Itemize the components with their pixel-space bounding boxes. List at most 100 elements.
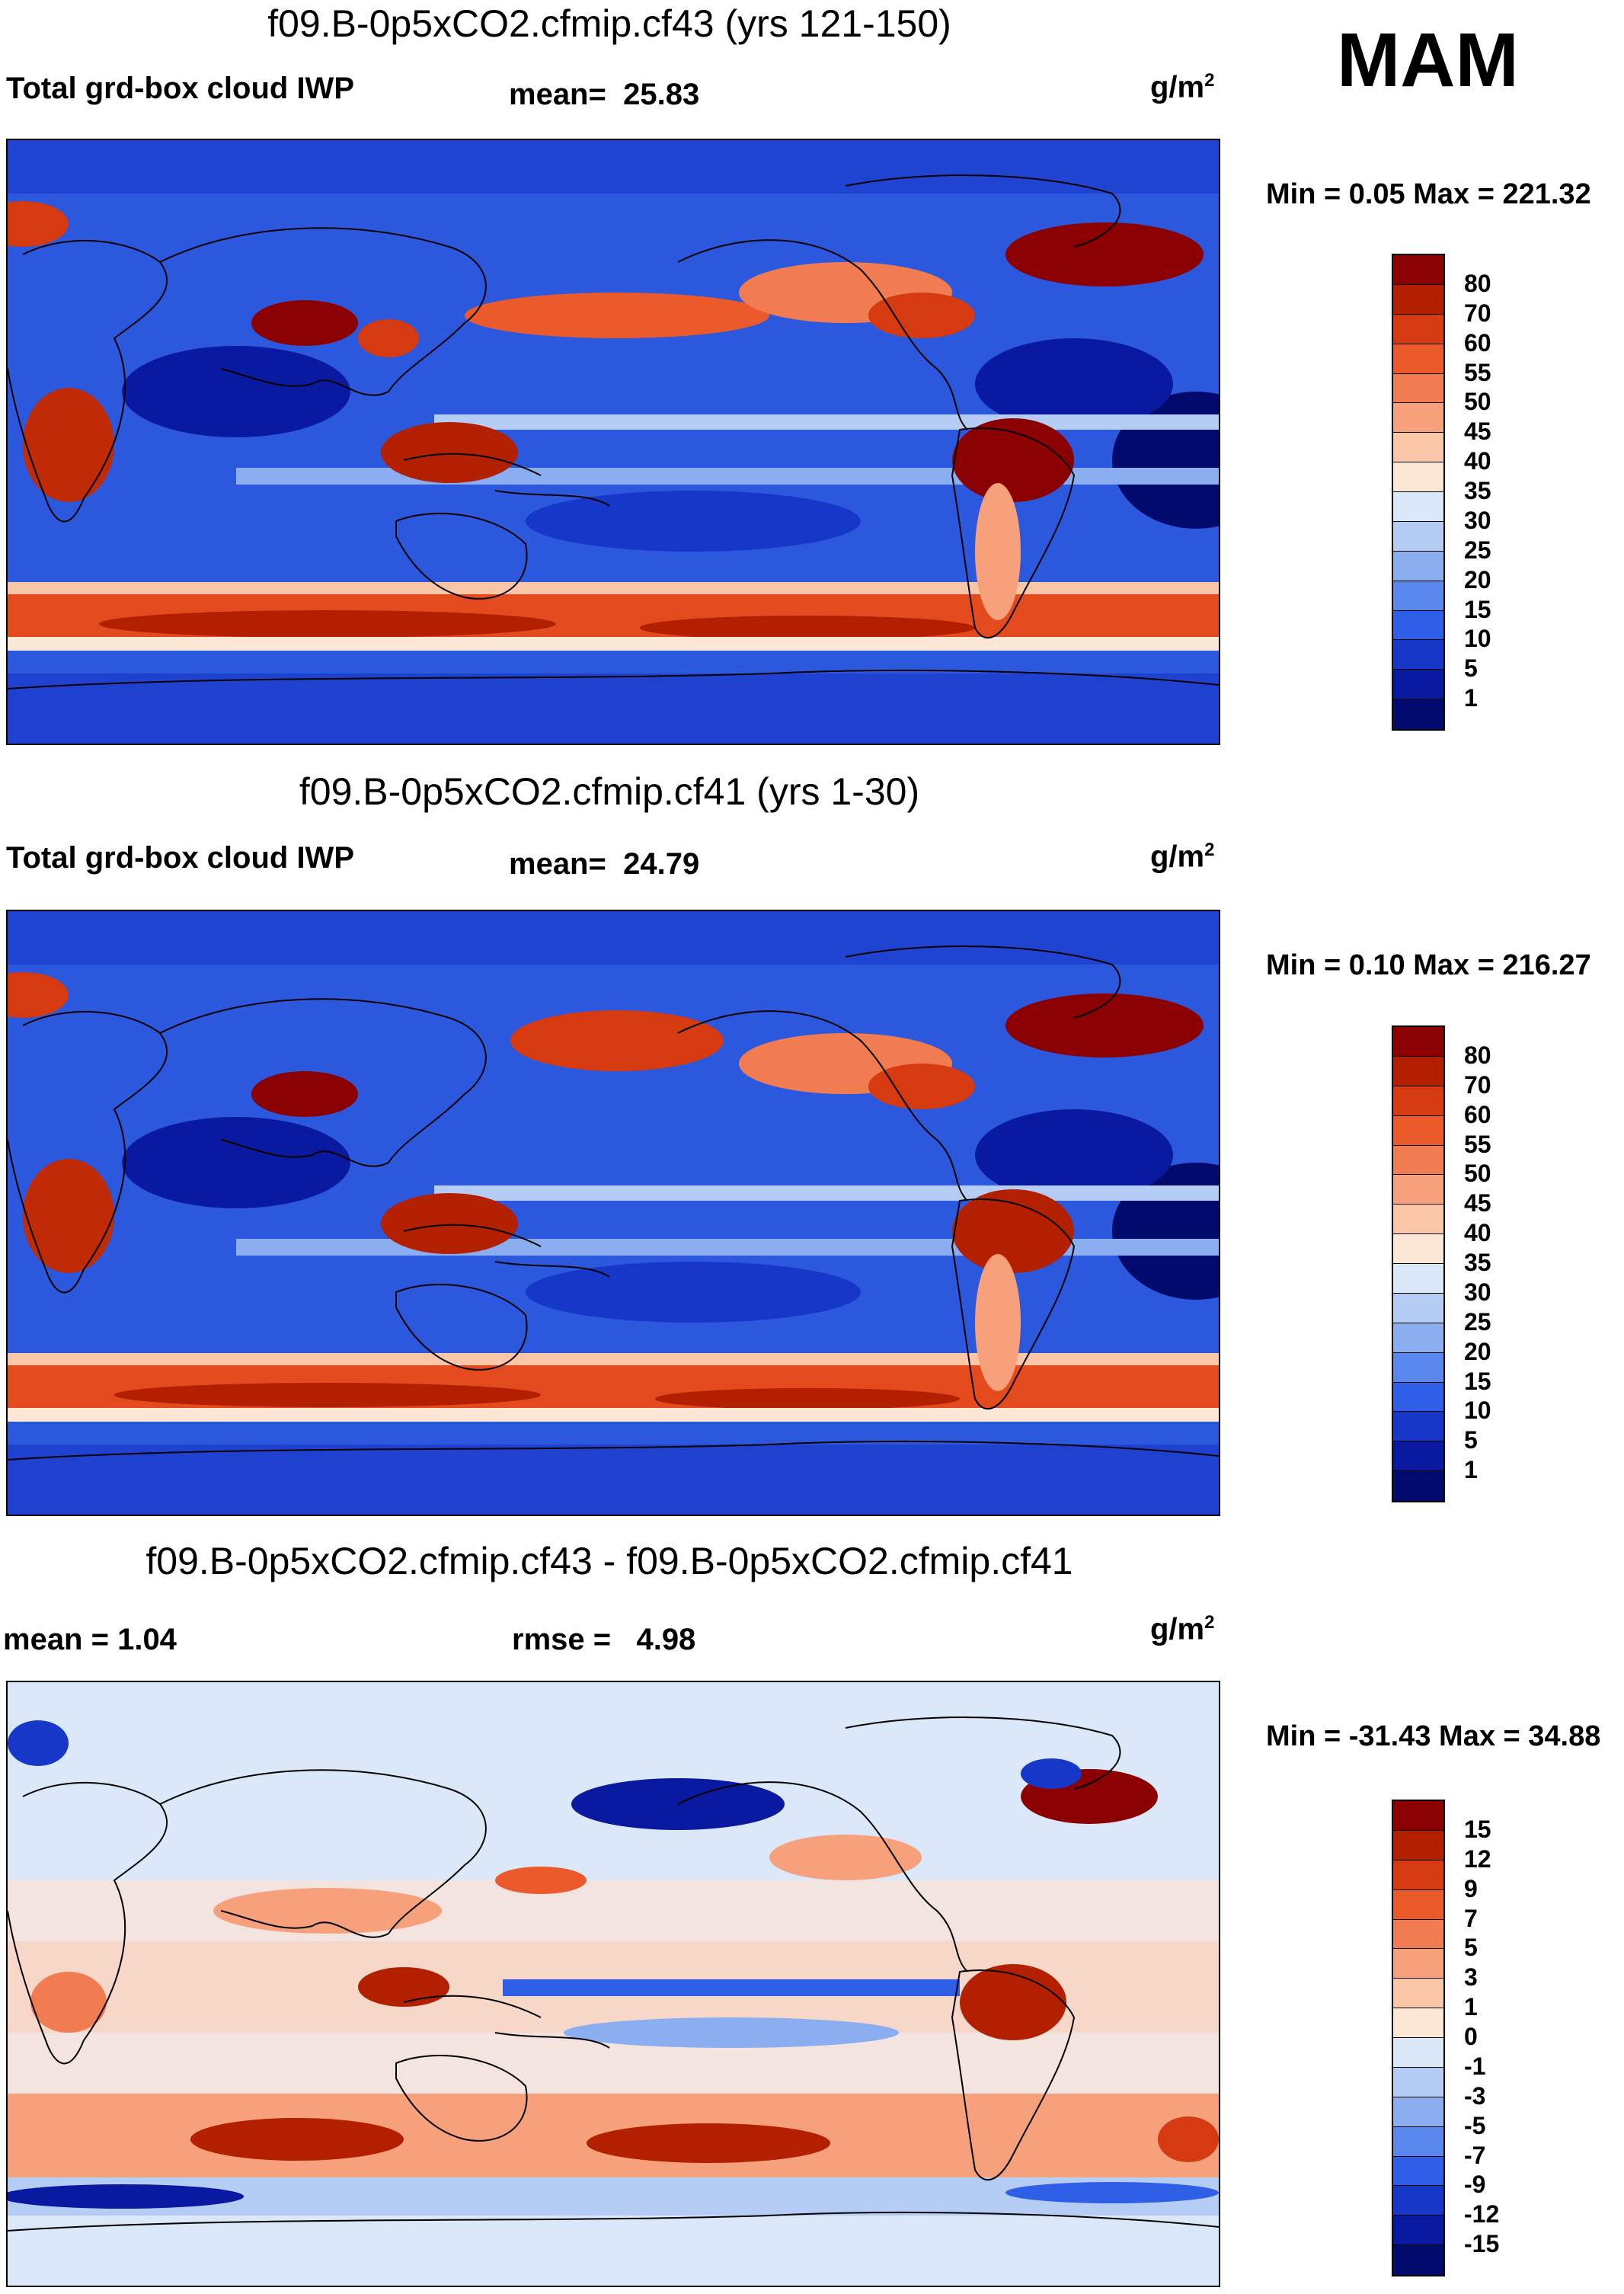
panel2-title: f09.B-0p5xCO2.cfmip.cf41 (yrs 1-30) (299, 770, 920, 813)
colorbar-label: 10 (1464, 1397, 1491, 1425)
colorbar-swatch (1393, 1027, 1443, 1057)
colorbar-label: 20 (1464, 565, 1491, 593)
panel2-stat-value: 24.79 (623, 847, 700, 881)
panel2-field-label: Total grd-box cloud IWP (6, 841, 354, 875)
colorbar-swatch (1393, 2067, 1443, 2097)
colorbar-swatch (1393, 433, 1443, 463)
panel2-stat-label: mean= (509, 847, 606, 881)
colorbar-label: 15 (1464, 1815, 1491, 1843)
panel3-stat-label: rmse = (512, 1623, 612, 1656)
colorbar-swatch (1393, 1205, 1443, 1235)
colorbar-label: 0 (1464, 2023, 1478, 2050)
colorbar-label: -1 (1464, 2052, 1486, 2080)
colorbar-swatch (1393, 2156, 1443, 2187)
colorbar-swatch (1393, 1145, 1443, 1176)
colorbar-label: 12 (1464, 1844, 1491, 1873)
colorbar-swatch (1393, 373, 1443, 404)
colorbar-label: 40 (1464, 447, 1491, 475)
colorbar-label: 7 (1464, 1904, 1478, 1932)
colorbar-swatch (1393, 314, 1443, 344)
colorbar-label: 45 (1464, 418, 1491, 446)
colorbar-swatch (1393, 1441, 1443, 1472)
colorbar-label: -15 (1464, 2230, 1500, 2258)
colorbar-swatch (1393, 492, 1443, 522)
colorbar-label: -7 (1464, 2141, 1486, 2169)
colorbar-label: -5 (1464, 2111, 1486, 2139)
colorbar-swatch (1393, 1352, 1443, 1383)
colorbar-label: 60 (1464, 1100, 1491, 1128)
colorbar-swatch (1393, 2038, 1443, 2068)
colorbar-swatch (1393, 255, 1443, 285)
colorbar-swatch (1393, 1115, 1443, 1146)
colorbar-label: 80 (1464, 269, 1491, 297)
colorbar-label: 1 (1464, 1456, 1478, 1484)
colorbar-swatch (1393, 1382, 1443, 1413)
panel2-units: g/m2 (1150, 840, 1215, 874)
season-label: MAM (1337, 18, 1519, 103)
colorbar-swatch (1393, 1323, 1443, 1353)
colorbar-label: 40 (1464, 1219, 1491, 1247)
panel3-map (6, 1681, 1220, 2287)
colorbar-swatch (1393, 1264, 1443, 1294)
panel1-units: g/m2 (1150, 70, 1215, 104)
colorbar-swatch (1393, 1919, 1443, 1950)
colorbar-label: 5 (1464, 654, 1478, 683)
colorbar-label: 15 (1464, 595, 1491, 623)
panel1-title: f09.B-0p5xCO2.cfmip.cf43 (yrs 121-150) (267, 2, 951, 45)
panel2-stat: mean= 24.79 (509, 847, 699, 881)
panel3-mean: mean = 1.04 (3, 1623, 177, 1656)
colorbar-swatch (1393, 1801, 1443, 1831)
colorbar-label: 50 (1464, 388, 1491, 416)
panel1-minmax: Min = 0.05 Max = 221.32 (1266, 178, 1591, 210)
colorbar-label: 15 (1464, 1367, 1491, 1395)
colorbar-swatch (1393, 521, 1443, 552)
panel1-stat-label: mean= (509, 78, 606, 111)
colorbar-swatch (1393, 2216, 1443, 2246)
colorbar-swatch (1393, 2097, 1443, 2127)
colorbar-label: 5 (1464, 1934, 1478, 1962)
colorbar-swatch (1393, 670, 1443, 700)
colorbar-label: 35 (1464, 477, 1491, 504)
colorbar-label: 60 (1464, 328, 1491, 357)
panel3-stat: rmse = 4.98 (512, 1623, 695, 1657)
colorbar-swatch (1393, 1056, 1443, 1086)
colorbar-label: 1 (1464, 1993, 1478, 2021)
colorbar-label: 1 (1464, 684, 1478, 712)
colorbar-swatch (1393, 1412, 1443, 1442)
colorbar-label: 70 (1464, 1070, 1491, 1099)
panel2-map (6, 910, 1220, 1516)
panel3-colorbar (1392, 1800, 1445, 2276)
colorbar-label: 30 (1464, 1278, 1491, 1306)
panel3-title: f09.B-0p5xCO2.cfmip.cf43 - f09.B-0p5xCO2… (145, 1540, 1073, 1582)
panel3-units: g/m2 (1150, 1612, 1215, 1646)
panel1-stat: mean= 25.83 (509, 78, 699, 112)
colorbar-swatch (1393, 1860, 1443, 1890)
panel3-minmax: Min = -31.43 Max = 34.88 (1266, 1720, 1601, 1752)
colorbar-swatch (1393, 581, 1443, 611)
colorbar-swatch (1393, 2245, 1443, 2275)
colorbar-swatch (1393, 462, 1443, 492)
colorbar-label: 25 (1464, 536, 1491, 564)
colorbar-label: 3 (1464, 1963, 1478, 1992)
colorbar-swatch (1393, 640, 1443, 670)
colorbar-swatch (1393, 551, 1443, 581)
colorbar-label: 5 (1464, 1426, 1478, 1454)
colorbar-swatch (1393, 284, 1443, 315)
colorbar-label: 55 (1464, 358, 1491, 386)
colorbar-label: 80 (1464, 1041, 1491, 1069)
colorbar-swatch (1393, 1979, 1443, 2009)
colorbar-label: 50 (1464, 1160, 1491, 1188)
colorbar-label: 45 (1464, 1189, 1491, 1217)
colorbar-label: 20 (1464, 1337, 1491, 1365)
colorbar-swatch (1393, 1471, 1443, 1501)
panel1-map (6, 139, 1220, 745)
panel1-colorbar (1392, 254, 1445, 731)
colorbar-label: 10 (1464, 625, 1491, 653)
colorbar-label: -9 (1464, 2171, 1486, 2199)
colorbar-label: -3 (1464, 2081, 1486, 2110)
colorbar-swatch (1393, 2008, 1443, 2038)
panel1-field-label: Total grd-box cloud IWP (6, 72, 354, 105)
colorbar-swatch (1393, 1949, 1443, 1979)
colorbar-swatch (1393, 610, 1443, 641)
colorbar-swatch (1393, 1889, 1443, 1920)
